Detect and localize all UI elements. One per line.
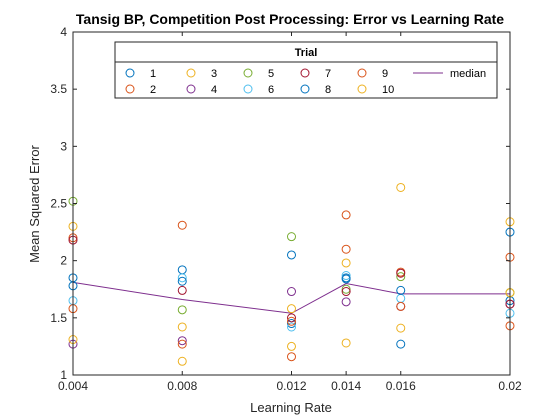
data-point-trial-4 [177,336,187,346]
y-tick-label: 2.5 [50,197,67,211]
data-point-trial-10 [177,356,187,366]
data-point-trial-9 [177,339,187,349]
legend-label-trial-10: 10 [382,84,394,96]
x-tick-label: 0.02 [498,379,522,393]
data-point-trial-2 [341,244,351,254]
x-tick-label: 0.008 [167,379,197,393]
legend-marker-trial-7 [300,68,310,78]
legend-marker-trial-1 [125,68,135,78]
data-point-trial-5 [396,272,406,282]
data-point-trial-7 [341,287,351,297]
legend-label-trial-7: 7 [325,68,331,80]
data-point-trial-1 [287,319,296,329]
x-axis-label: Learning Rate [250,400,332,415]
data-point-trial-7 [287,313,296,323]
data-point-trial-2 [287,352,296,362]
y-tick-label: 1 [60,368,67,382]
data-point-trial-8 [396,285,406,295]
data-point-trial-9 [287,316,296,326]
data-point-trial-9 [396,301,406,311]
y-tick-label: 3 [60,139,67,153]
legend-marker-trial-10 [357,84,367,94]
data-point-trial-4 [287,287,296,297]
legend-marker-trial-3 [186,68,196,78]
data-point-trial-10 [287,304,296,314]
legend-marker-trial-6 [243,84,253,94]
legend-label-trial-3: 3 [211,68,217,80]
legend-marker-trial-9 [357,68,367,78]
data-point-trial-10 [396,182,406,192]
y-axis-ticks: 1 1.5 2 2.5 3 3.5 4 [50,25,510,382]
data-point-trial-9 [341,210,351,220]
legend-label-trial-5: 5 [268,68,274,80]
legend-items: 1 2 3 4 5 6 7 8 9 10 median [125,68,486,96]
data-point-trial-5 [341,284,351,294]
data-point-trial-7 [177,285,187,295]
data-point-trial-6 [341,271,351,281]
y-tick-label: 2 [60,254,67,268]
data-point-trial-1 [396,339,406,349]
legend-label-trial-1: 1 [150,68,156,80]
data-point-trial-3 [341,338,351,348]
legend-title: Trial [295,47,318,59]
chart-title: Tansig BP, Competition Post Processing: … [76,11,504,27]
median-line [72,281,510,314]
median-line-layer [72,281,510,314]
data-point-trial-6 [287,322,296,332]
data-point-trial-8 [177,276,187,286]
data-point-trial-4 [341,297,351,307]
data-point-trial-6 [177,273,187,283]
legend-box [114,41,498,99]
legend-marker-trial-4 [186,84,196,94]
legend-label-trial-8: 8 [325,84,331,96]
x-axis-ticks: 0.004 0.008 0.012 0.014 0.016 0.02 [58,32,522,393]
data-point-trial-2 [177,220,187,230]
legend-label-median: median [450,68,486,80]
legend-marker-trial-5 [243,68,253,78]
y-tick-label: 3.5 [50,82,67,96]
x-tick-label: 0.014 [331,379,361,393]
x-tick-label: 0.012 [276,379,306,393]
data-point-trial-5 [177,305,187,315]
y-tick-label: 1.5 [50,311,67,325]
data-point-trial-8 [287,250,296,260]
legend-marker-trial-8 [300,84,310,94]
y-tick-label: 4 [60,25,67,39]
data-point-trial-8 [341,274,351,284]
data-point-trial-3 [396,323,406,333]
legend-label-trial-6: 6 [268,84,274,96]
legend-label-trial-4: 4 [211,84,217,96]
data-point-trial-10 [341,258,351,268]
y-axis-label: Mean Squared Error [27,144,42,262]
legend-marker-trial-2 [125,84,135,94]
x-tick-label: 0.016 [386,379,416,393]
data-point-trial-3 [177,322,187,332]
data-point-trial-5 [287,232,296,242]
data-point-trial-3 [287,341,296,351]
legend: Trial 1 2 3 4 5 6 7 8 9 10 median [114,41,498,99]
data-point-trial-7 [396,268,406,278]
x-tick-label: 0.004 [58,379,88,393]
legend-label-trial-9: 9 [382,68,388,80]
legend-label-trial-2: 2 [150,84,156,96]
